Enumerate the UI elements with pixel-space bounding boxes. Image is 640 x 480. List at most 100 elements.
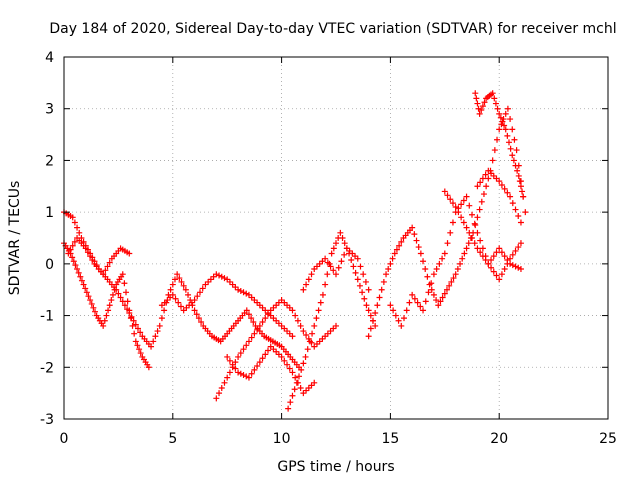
data-point — [455, 209, 462, 216]
series-track-10 — [387, 193, 524, 329]
data-point — [457, 260, 464, 267]
data-point — [498, 249, 505, 256]
data-point — [372, 309, 379, 316]
data-point — [289, 369, 296, 376]
data-point — [488, 256, 495, 263]
data-point — [376, 294, 383, 301]
data-point — [369, 317, 376, 324]
data-point — [121, 280, 128, 287]
data-point — [248, 370, 255, 377]
data-point — [169, 281, 176, 288]
data-point — [289, 392, 296, 399]
data-point — [481, 99, 488, 106]
data-point — [488, 264, 495, 271]
data-point — [362, 278, 369, 285]
data-point — [501, 253, 508, 260]
data-point — [103, 312, 110, 319]
data-point — [100, 322, 107, 329]
data-point — [406, 299, 413, 306]
data-point — [515, 264, 522, 271]
series-track-13 — [474, 167, 524, 226]
data-point — [262, 351, 269, 358]
data-point — [245, 338, 252, 345]
data-point — [516, 178, 523, 185]
data-point — [504, 105, 511, 112]
data-point — [245, 311, 252, 318]
data-point — [482, 171, 489, 178]
data-point — [474, 214, 481, 221]
data-point — [171, 276, 178, 283]
data-point — [333, 322, 339, 329]
data-point — [465, 240, 472, 247]
data-point — [492, 100, 499, 107]
data-point — [461, 250, 468, 257]
data-point — [119, 271, 126, 278]
data-point — [154, 328, 161, 335]
data-point — [501, 185, 508, 192]
data-point — [463, 245, 470, 252]
data-point — [354, 276, 361, 283]
data-point — [449, 200, 456, 207]
data-point — [240, 346, 247, 353]
data-point — [121, 302, 128, 309]
data-point — [452, 271, 459, 278]
data-point — [243, 290, 250, 297]
data-point — [517, 183, 524, 190]
data-point — [319, 291, 326, 298]
data-point — [398, 238, 405, 245]
data-point — [293, 379, 300, 386]
y-tick-label: 3 — [45, 102, 54, 118]
data-point — [161, 307, 168, 314]
data-point — [237, 288, 244, 295]
data-point — [302, 353, 309, 360]
data-point — [389, 255, 396, 262]
data-point — [251, 366, 258, 373]
data-point — [393, 246, 400, 253]
data-point — [70, 258, 77, 265]
data-point — [485, 260, 492, 267]
data-point — [145, 364, 152, 371]
data-point — [78, 277, 85, 284]
data-point — [338, 258, 345, 265]
data-point — [477, 179, 484, 186]
y-tick-label: 4 — [45, 50, 54, 66]
data-point — [339, 235, 346, 241]
data-point — [515, 213, 522, 220]
data-point — [463, 224, 470, 231]
data-point — [476, 206, 483, 213]
x-axis-label: GPS time / hours — [277, 459, 394, 475]
data-point — [256, 322, 263, 329]
data-point — [437, 298, 444, 305]
data-point — [245, 374, 252, 381]
data-point — [337, 229, 344, 236]
data-point — [69, 214, 76, 221]
data-point — [466, 202, 473, 209]
data-point — [504, 256, 511, 263]
data-point — [150, 338, 157, 345]
data-point — [478, 107, 485, 114]
data-point — [297, 384, 304, 391]
data-point — [327, 263, 334, 270]
data-point — [417, 250, 424, 257]
data-point — [102, 267, 109, 274]
series-track-11 — [441, 188, 524, 273]
data-point — [383, 271, 390, 278]
chart-title: Day 184 of 2020, Sidereal Day-to-day VTE… — [49, 21, 616, 37]
data-point — [254, 326, 261, 333]
data-point — [359, 289, 366, 296]
data-point — [380, 278, 387, 285]
data-point — [509, 251, 516, 258]
data-point — [297, 322, 304, 329]
data-point — [281, 357, 288, 364]
data-point — [491, 95, 498, 102]
data-point — [289, 333, 296, 340]
data-point — [248, 315, 255, 322]
data-point — [311, 322, 318, 329]
data-point — [473, 95, 480, 102]
data-point — [392, 312, 399, 319]
data-point — [237, 370, 244, 377]
data-point — [474, 100, 481, 107]
data-point — [448, 278, 455, 285]
data-point — [218, 273, 225, 280]
